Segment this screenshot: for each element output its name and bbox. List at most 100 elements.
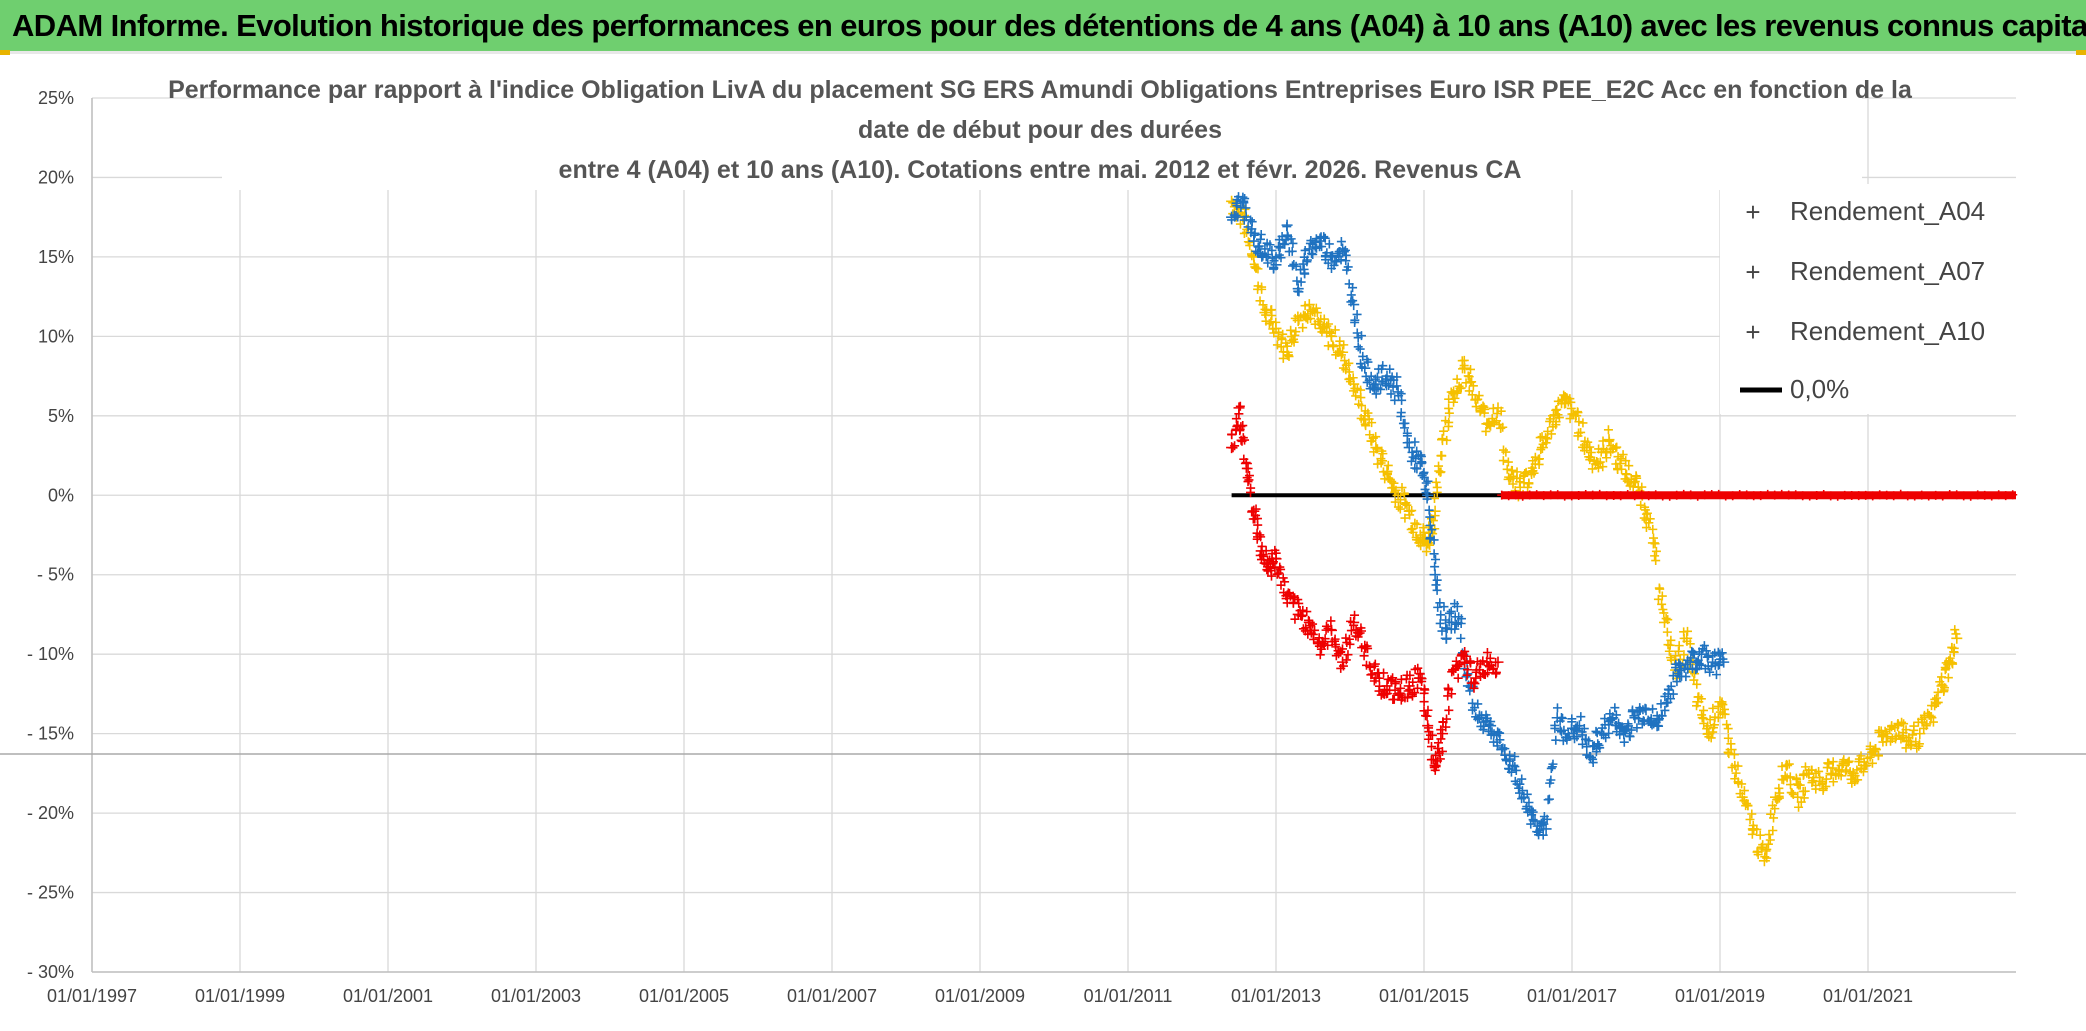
legend-label-zero: 0,0%: [1790, 374, 1849, 404]
data-point: [1393, 502, 1403, 512]
x-tick-label: 01/01/2003: [491, 986, 581, 1006]
data-point: [1616, 454, 1626, 464]
data-point: [1593, 739, 1603, 749]
data-point: [1430, 511, 1440, 521]
data-point: [1306, 314, 1316, 324]
a10-zero-point: [1987, 491, 1997, 501]
series-rendement-a10: [1226, 401, 1504, 775]
data-point: [1395, 495, 1405, 505]
data-point: [1646, 714, 1656, 724]
data-point: [1326, 616, 1336, 626]
data-point: [1453, 661, 1463, 671]
data-point: [1421, 478, 1431, 488]
data-point: [1298, 605, 1308, 615]
data-point: [1681, 672, 1691, 682]
data-point: [1951, 629, 1961, 639]
data-point: [1462, 665, 1472, 675]
a10-zero-point: [1714, 489, 1724, 499]
data-point: [1293, 595, 1303, 605]
data-point: [1402, 428, 1412, 438]
data-point: [1585, 455, 1595, 465]
y-tick-label: 15%: [38, 247, 74, 267]
data-point: [1341, 256, 1351, 266]
data-point: [1278, 329, 1288, 339]
data-point: [1454, 659, 1464, 669]
data-point: [1422, 494, 1432, 504]
data-point: [1343, 650, 1353, 660]
data-point: [1323, 258, 1333, 268]
data-point: [1422, 720, 1434, 732]
data-point: [1353, 342, 1363, 352]
data-point: [1441, 623, 1451, 633]
data-point: [1510, 752, 1520, 762]
data-point: [1722, 720, 1732, 730]
a10-zero-point: [1994, 490, 2004, 500]
a10-zero-point: [1868, 491, 1878, 501]
chart-title-line-2: date de début pour des durées: [858, 116, 1222, 144]
data-point: [1371, 389, 1381, 399]
data-point: [1446, 606, 1456, 616]
data-point: [1852, 765, 1862, 775]
data-point: [1276, 253, 1286, 263]
data-point: [1355, 344, 1365, 354]
data-point: [1717, 697, 1727, 707]
y-tick-label: 5%: [48, 406, 74, 426]
x-tick-label: 01/01/1997: [47, 986, 137, 1006]
data-point: [1342, 265, 1352, 275]
data-point: [1587, 464, 1597, 474]
data-point: [1233, 212, 1243, 222]
data-point: [1312, 308, 1322, 318]
data-point: [1592, 728, 1602, 738]
data-point: [1408, 677, 1418, 687]
data-point: [1364, 375, 1374, 385]
data-point: [1933, 697, 1943, 707]
data-point: [1470, 679, 1480, 689]
data-point: [1481, 710, 1491, 720]
data-point: [1658, 605, 1668, 615]
data-point: [1399, 489, 1409, 499]
data-point: [1319, 232, 1329, 242]
data-point: [1828, 777, 1838, 787]
data-point: [1694, 659, 1704, 669]
data-point: [1666, 635, 1676, 645]
data-point: [1256, 532, 1266, 542]
data-point: [1390, 497, 1400, 507]
data-point: [1330, 325, 1340, 335]
data-point: [1432, 487, 1442, 497]
legend-label-a10: Rendement_A10: [1790, 316, 1985, 346]
data-point: [1689, 649, 1699, 659]
data-point: [1378, 361, 1388, 371]
data-point: [1435, 598, 1445, 608]
data-point: [1271, 317, 1281, 327]
data-point: [1363, 357, 1373, 367]
data-point: [1302, 257, 1312, 267]
y-tick-label: 20%: [38, 167, 74, 187]
legend-marker-a04: +: [1745, 197, 1760, 227]
y-tick-label: - 25%: [27, 883, 74, 903]
data-point: [1928, 717, 1938, 727]
data-point: [1432, 575, 1442, 585]
data-point: [1591, 726, 1601, 736]
data-point: [1241, 457, 1251, 467]
y-tick-label: 0%: [48, 485, 74, 505]
data-point: [1357, 401, 1367, 411]
data-point: [1426, 755, 1436, 765]
data-point: [1604, 436, 1614, 446]
data-point: [1331, 257, 1341, 267]
data-point: [1843, 757, 1853, 767]
data-point: [1413, 663, 1423, 673]
data-point: [1253, 242, 1263, 252]
data-point: [1498, 422, 1508, 432]
data-point: [1243, 464, 1253, 474]
data-point: [1231, 414, 1241, 424]
data-point: [1359, 651, 1369, 661]
data-point: [1254, 241, 1264, 251]
data-point: [1491, 657, 1501, 667]
data-point: [1363, 408, 1373, 418]
data-point: [1515, 779, 1525, 789]
data-point: [1425, 520, 1435, 530]
data-point: [1274, 327, 1284, 337]
data-point: [1501, 447, 1511, 457]
a10-zero-point: [1889, 491, 1899, 501]
data-point: [1950, 625, 1960, 635]
